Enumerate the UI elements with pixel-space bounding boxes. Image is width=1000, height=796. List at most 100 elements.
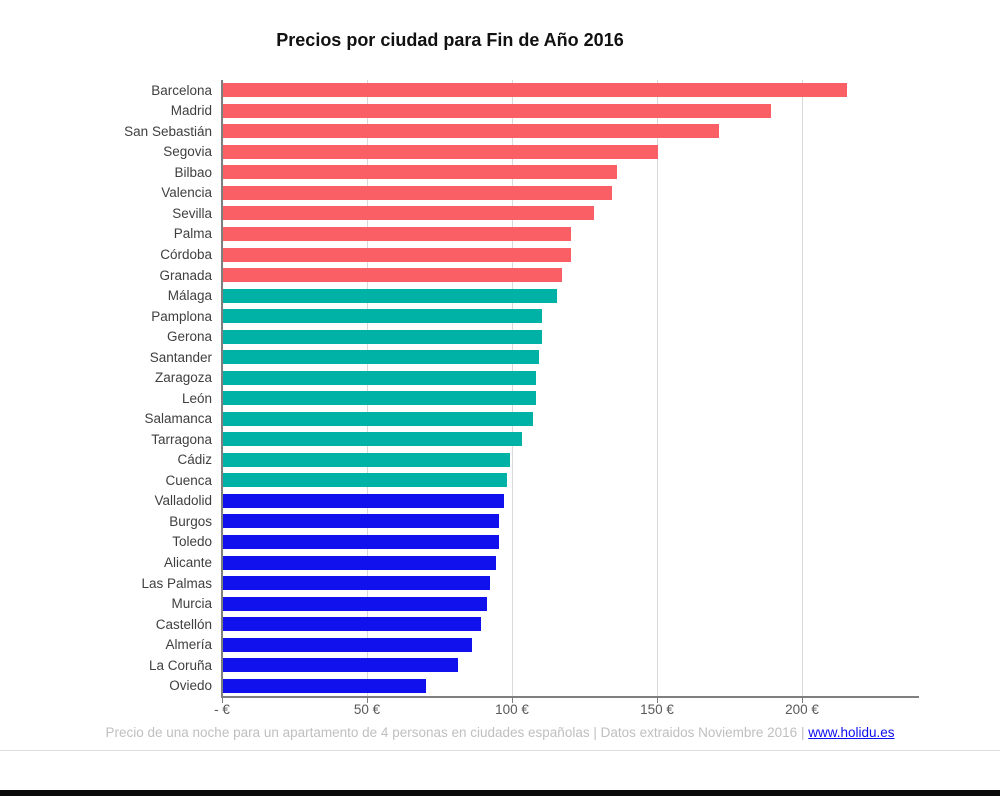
category-label: Bilbao [174,164,212,180]
footer-divider [0,750,1000,751]
bar [223,350,540,365]
category-label: Madrid [170,103,212,119]
category-label: La Coruña [148,657,212,673]
category-label: Alicante [163,555,212,571]
bar [223,391,537,406]
category-label: Zaragoza [154,370,212,386]
category-label: Málaga [167,288,212,304]
y-axis-line [221,80,223,696]
bottom-black-bar [0,790,1000,796]
bar-row: Santander [0,347,1000,368]
bar [223,370,537,385]
category-label: Sevilla [172,205,212,221]
bar [223,185,612,200]
category-label: Oviedo [169,678,212,694]
x-axis-tick [512,698,513,703]
bar [223,144,658,159]
category-label: Cádiz [177,452,212,468]
bar [223,617,482,632]
bar-row: Zaragoza [0,367,1000,388]
bar-row: Valladolid [0,491,1000,512]
bar-row: Cádiz [0,450,1000,471]
category-label: Las Palmas [141,575,212,591]
bar-row: Palma [0,224,1000,245]
x-axis-tick-label: 100 € [495,702,529,717]
bar [223,452,511,467]
x-axis-tick [802,698,803,703]
category-label: Valencia [161,185,212,201]
category-label: Segovia [163,144,212,160]
bar [223,103,772,118]
bar-row: Sevilla [0,203,1000,224]
bar [223,247,571,262]
bar [223,411,534,426]
bar-row: Segovia [0,142,1000,163]
bar-row: Valencia [0,183,1000,204]
holidu-link[interactable]: www.holidu.es [808,725,895,740]
bar-row: Toledo [0,532,1000,553]
bar [223,268,563,283]
bar-row: León [0,388,1000,409]
bar-row: Málaga [0,285,1000,306]
category-label: Gerona [166,329,212,345]
bar [223,309,542,324]
x-axis-line [221,696,919,698]
bar-row: Cuenca [0,470,1000,491]
category-label: Castellón [155,616,212,632]
chart-title: Precios por ciudad para Fin de Año 2016 [276,30,624,50]
bar [223,329,542,344]
plot-area: Barcelona Madrid San Sebastián Segovia Bilba… [0,80,1000,696]
bar [223,658,458,673]
gridline [657,80,658,696]
bar [223,576,490,591]
bar [223,83,847,98]
bar [223,288,557,303]
bar [223,473,508,488]
bar-row: Murcia [0,593,1000,614]
category-label: Cuenca [165,472,212,488]
bar-row: Barcelona [0,80,1000,101]
gridline [512,80,513,696]
bar-row: Córdoba [0,244,1000,265]
gridline [367,80,368,696]
category-label: Almería [165,637,212,653]
bar-row: Almería [0,634,1000,655]
bar [223,534,499,549]
bar-row: La Coruña [0,655,1000,676]
bar-row: Granada [0,265,1000,286]
bar [223,493,505,508]
bar [223,678,426,693]
category-label: Santander [149,349,212,365]
bar [223,226,571,241]
x-axis-tick [222,698,223,703]
bar [223,124,719,139]
bar-row: Burgos [0,511,1000,532]
bar [223,555,496,570]
bar-row: Gerona [0,326,1000,347]
bar-row: Alicante [0,552,1000,573]
category-label: Tarragona [151,431,212,447]
category-label: León [181,390,212,406]
category-label: San Sebastián [124,123,212,139]
bar-row: San Sebastián [0,121,1000,142]
bar [223,165,618,180]
bar [223,596,487,611]
x-axis-tick-label: - € [214,702,230,717]
category-label: Toledo [172,534,212,550]
bar [223,637,473,652]
category-label: Pamplona [151,308,212,324]
x-axis-tick-label: 200 € [785,702,819,717]
bar-row: Salamanca [0,409,1000,430]
bar-row: Pamplona [0,306,1000,327]
x-axis-tick [367,698,368,703]
x-axis-tick-label: 50 € [353,702,381,717]
category-label: Murcia [171,596,212,612]
footer-caption: Precio de una noche para un apartamento … [40,725,960,740]
bar [223,514,499,529]
category-label: Valladolid [154,493,212,509]
bar-row: Las Palmas [0,573,1000,594]
bar-row: Bilbao [0,162,1000,183]
bar-row: Madrid [0,101,1000,122]
category-label: Córdoba [160,247,212,263]
